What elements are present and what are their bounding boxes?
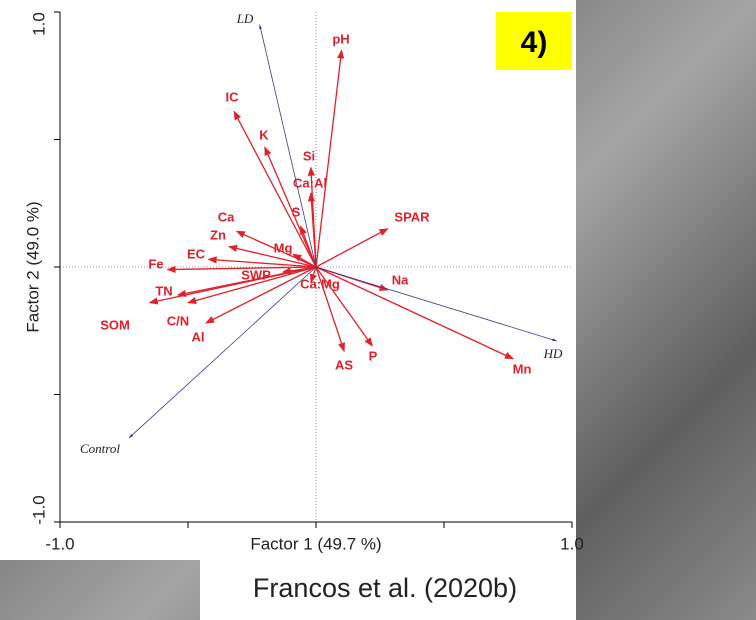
variable-label: pH (332, 31, 349, 46)
plot-background (0, 0, 576, 560)
x-tick-label: -1.0 (45, 534, 74, 553)
variable-label: Na (392, 272, 409, 287)
variable-label: Ca (218, 209, 235, 224)
variable-label: K (259, 127, 269, 142)
page: {"chart_data": {"type": "biplot", "xlabe… (0, 0, 756, 620)
variable-label: C/N (167, 313, 189, 328)
variable-label: Si (303, 148, 315, 163)
supplementary-label: LD (236, 11, 254, 26)
variable-label: S (292, 204, 301, 219)
supplementary-label: Control (80, 441, 120, 456)
variable-label: Mg (274, 240, 293, 255)
variable-label: Ca:Al (293, 175, 327, 190)
supplementary-label: HD (543, 346, 563, 361)
variable-label: EC (187, 246, 206, 261)
variable-label: Fe (148, 256, 163, 271)
variable-label: Al (192, 329, 205, 344)
chart: Francos et al. (2020b) 4) Factor 1 (49.7… (0, 0, 756, 620)
panel-label: 4) (521, 26, 548, 59)
x-tick-label: 1.0 (560, 534, 584, 553)
variable-label: Zn (210, 227, 226, 242)
y-tick-label: 1.0 (29, 12, 48, 36)
variable-label: TN (155, 283, 172, 298)
variable-label: IC (226, 89, 240, 104)
variable-label: Mn (513, 361, 532, 376)
y-axis-label: Factor 2 (49.0 %) (23, 201, 42, 332)
x-axis-label: Factor 1 (49.7 %) (250, 534, 381, 553)
variable-label: AS (335, 357, 353, 372)
variable-label: P (369, 348, 378, 363)
variable-label: SOM (100, 317, 130, 332)
y-tick-label: -1.0 (29, 495, 48, 524)
caption: Francos et al. (2020b) (253, 573, 517, 603)
variable-label: SPAR (394, 209, 430, 224)
